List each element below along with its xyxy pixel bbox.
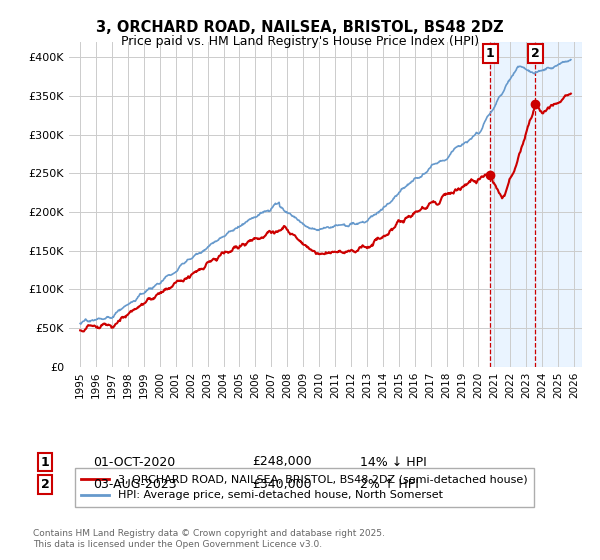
Text: £340,000: £340,000: [252, 478, 311, 491]
Text: 1: 1: [41, 455, 49, 469]
Text: 2% ↑ HPI: 2% ↑ HPI: [360, 478, 419, 491]
Text: 1: 1: [486, 47, 495, 60]
Text: 01-OCT-2020: 01-OCT-2020: [93, 455, 175, 469]
Text: £248,000: £248,000: [252, 455, 311, 469]
Text: 2: 2: [531, 47, 540, 60]
Text: 2: 2: [41, 478, 49, 491]
Text: 14% ↓ HPI: 14% ↓ HPI: [360, 455, 427, 469]
Bar: [490, 42, 582, 367]
Text: Contains HM Land Registry data © Crown copyright and database right 2025.
This d: Contains HM Land Registry data © Crown c…: [33, 529, 385, 549]
Legend: 3, ORCHARD ROAD, NAILSEA, BRISTOL, BS48 2DZ (semi-detached house), HPI: Average : 3, ORCHARD ROAD, NAILSEA, BRISTOL, BS48 …: [74, 468, 534, 507]
Text: 3, ORCHARD ROAD, NAILSEA, BRISTOL, BS48 2DZ: 3, ORCHARD ROAD, NAILSEA, BRISTOL, BS48 …: [96, 20, 504, 35]
Text: 03-AUG-2023: 03-AUG-2023: [93, 478, 176, 491]
Text: Price paid vs. HM Land Registry's House Price Index (HPI): Price paid vs. HM Land Registry's House …: [121, 35, 479, 48]
